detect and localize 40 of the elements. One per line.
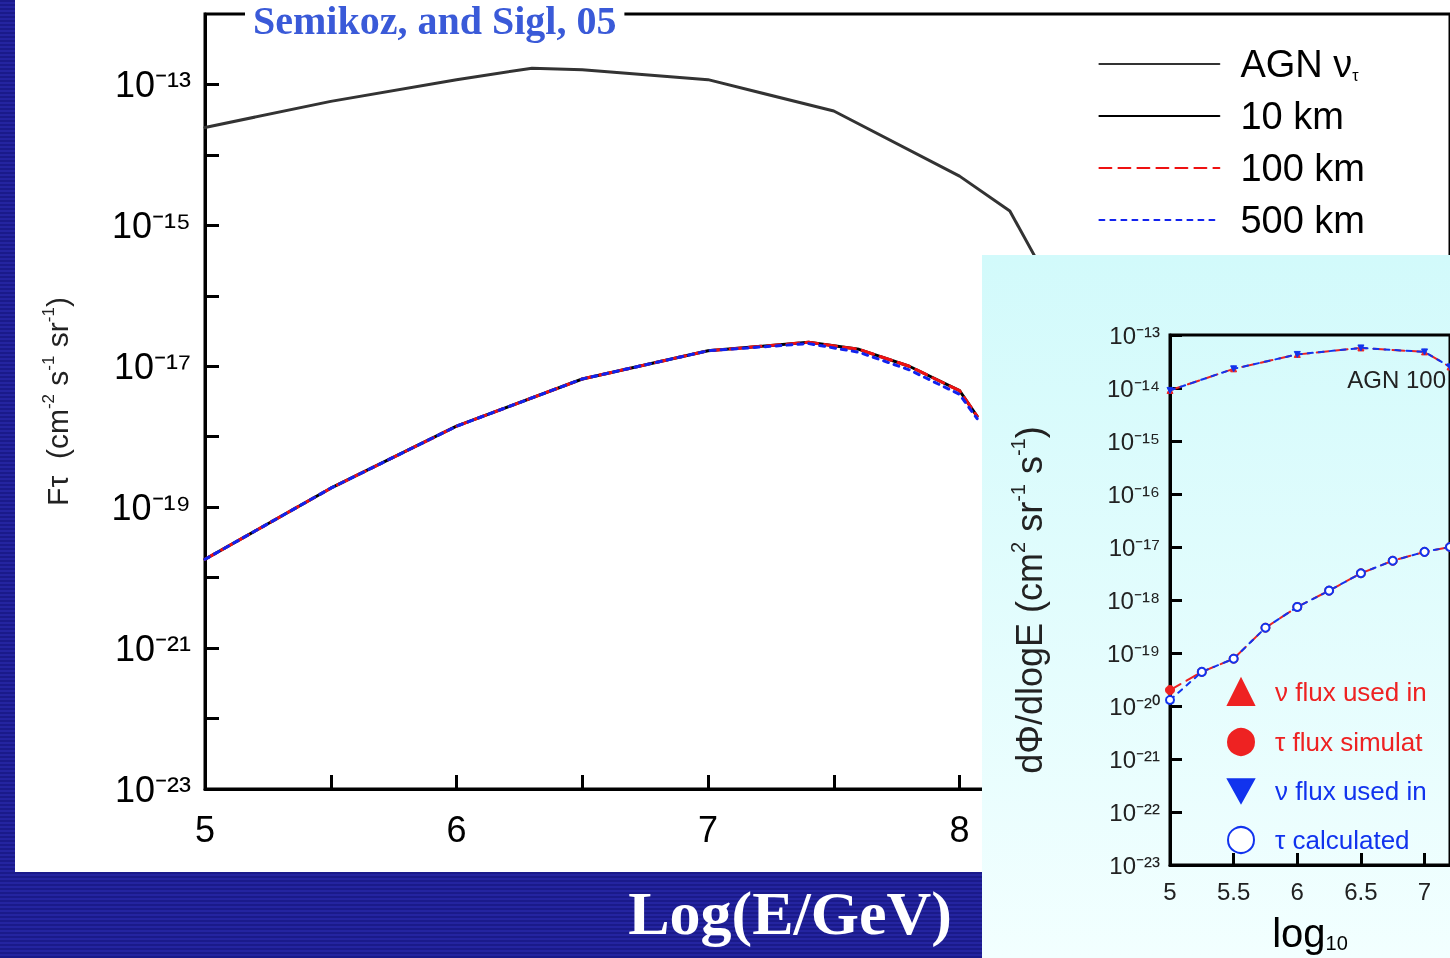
y-tick-label: 10⁻¹⁷ [1108, 533, 1160, 561]
y-axis-title: Fτ (cm-2 s-1 sr-1) [39, 297, 74, 506]
x-tick-label: 5 [1163, 877, 1177, 905]
x-tick-label: 7 [698, 808, 719, 850]
y-tick-label: 10⁻²¹ [1109, 745, 1160, 773]
y-tick-label: 10⁻²³ [1109, 851, 1160, 879]
y-tick-label: 10⁻²⁰ [1109, 692, 1160, 720]
legend-label: 100 km [1240, 147, 1366, 189]
x-tick-label: 7 [1417, 877, 1432, 905]
x-axis-title: Log(E/GeV) [627, 878, 953, 949]
y-tick-label: 10⁻¹⁵ [112, 204, 191, 246]
x-tick-label: 8 [949, 808, 970, 850]
y-tick-label: 10⁻²¹ [114, 627, 191, 669]
x-tick-label: 6.5 [1344, 877, 1378, 905]
y-tick-label: 10⁻¹⁸ [1107, 586, 1160, 614]
legend-label: τ flux simulat [1275, 727, 1424, 757]
chart-title: Semikoz, and Sigl, 05 [253, 0, 617, 43]
legend-label: 500 km [1240, 199, 1366, 241]
y-tick-label: 10⁻¹⁵ [1107, 427, 1160, 455]
y-tick-label: 10⁻¹⁹ [111, 486, 191, 528]
legend-label: ν flux used in [1275, 776, 1434, 806]
y-tick-label: 10⁻²³ [114, 768, 191, 810]
x-tick-label: 5 [194, 808, 216, 850]
y-tick-label: 10⁻¹⁴ [1107, 374, 1160, 402]
legend-label: ν flux used in [1275, 677, 1427, 707]
y-tick-label: 10⁻¹³ [1109, 321, 1160, 349]
y-axis-title: dΦ/dlogE (cm2 sr-1 s-1) [1007, 426, 1050, 774]
x-tick-label: 6 [446, 808, 467, 850]
x-tick-label: 6 [1290, 877, 1304, 905]
y-tick-label: 10⁻²² [1109, 798, 1160, 826]
y-tick-label: 10⁻¹⁶ [1107, 480, 1160, 508]
legend-label: τ calculated [1275, 825, 1410, 855]
y-tick-label: 10⁻¹⁷ [113, 345, 191, 387]
annotation: AGN 100 [1347, 365, 1446, 393]
x-axis-title: log10 [1272, 911, 1348, 955]
y-tick-label: 10⁻¹⁹ [1107, 639, 1160, 667]
legend-label: AGN ντ [1240, 43, 1360, 85]
x-tick-label: 5.5 [1216, 877, 1251, 905]
y-tick-label: 10⁻¹³ [114, 63, 191, 105]
legend-label: 10 km [1240, 95, 1344, 137]
